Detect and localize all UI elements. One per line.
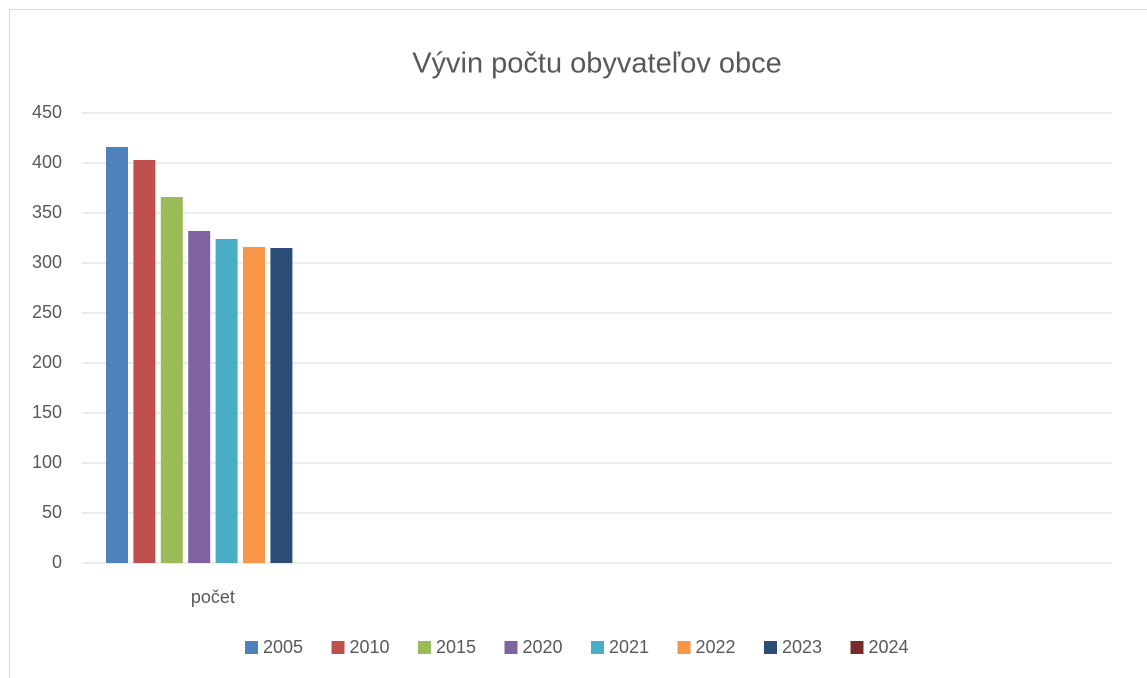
legend-swatch <box>764 641 777 654</box>
y-tick-label: 350 <box>32 202 62 222</box>
legend-label: 2022 <box>696 637 736 657</box>
legend-label: 2021 <box>609 637 649 657</box>
legend-swatch <box>850 641 864 654</box>
bar <box>188 231 211 563</box>
legend-swatch <box>331 641 345 654</box>
y-tick-label: 400 <box>32 152 62 172</box>
y-tick-label: 200 <box>32 352 62 372</box>
bar <box>215 239 238 563</box>
chart-title: Vývin počtu obyvateľov obce <box>412 48 782 80</box>
y-tick-label: 50 <box>42 502 62 522</box>
y-tick-label: 450 <box>32 102 62 122</box>
legend-label: 2020 <box>523 637 563 657</box>
y-tick-label: 150 <box>32 402 62 422</box>
legend-label: 2005 <box>263 637 303 657</box>
legend-swatch <box>245 641 258 654</box>
y-tick-label: 250 <box>32 302 62 322</box>
legend-label: 2024 <box>869 637 909 657</box>
legend-label: 2023 <box>782 637 822 657</box>
bar <box>243 247 265 563</box>
legend-swatch <box>591 641 604 654</box>
bar <box>270 248 293 563</box>
legend-swatch <box>504 641 518 654</box>
y-tick-label: 100 <box>32 452 62 472</box>
legend-swatch <box>677 641 691 654</box>
legend-label: 2015 <box>436 637 476 657</box>
legend-label: 2010 <box>350 637 390 657</box>
y-tick-label: 0 <box>52 552 62 572</box>
bar <box>106 147 128 563</box>
y-tick-label: 300 <box>32 252 62 272</box>
bar <box>133 160 156 563</box>
x-tick-label: počet <box>191 587 235 607</box>
bar <box>160 197 183 563</box>
legend-swatch <box>418 641 431 654</box>
